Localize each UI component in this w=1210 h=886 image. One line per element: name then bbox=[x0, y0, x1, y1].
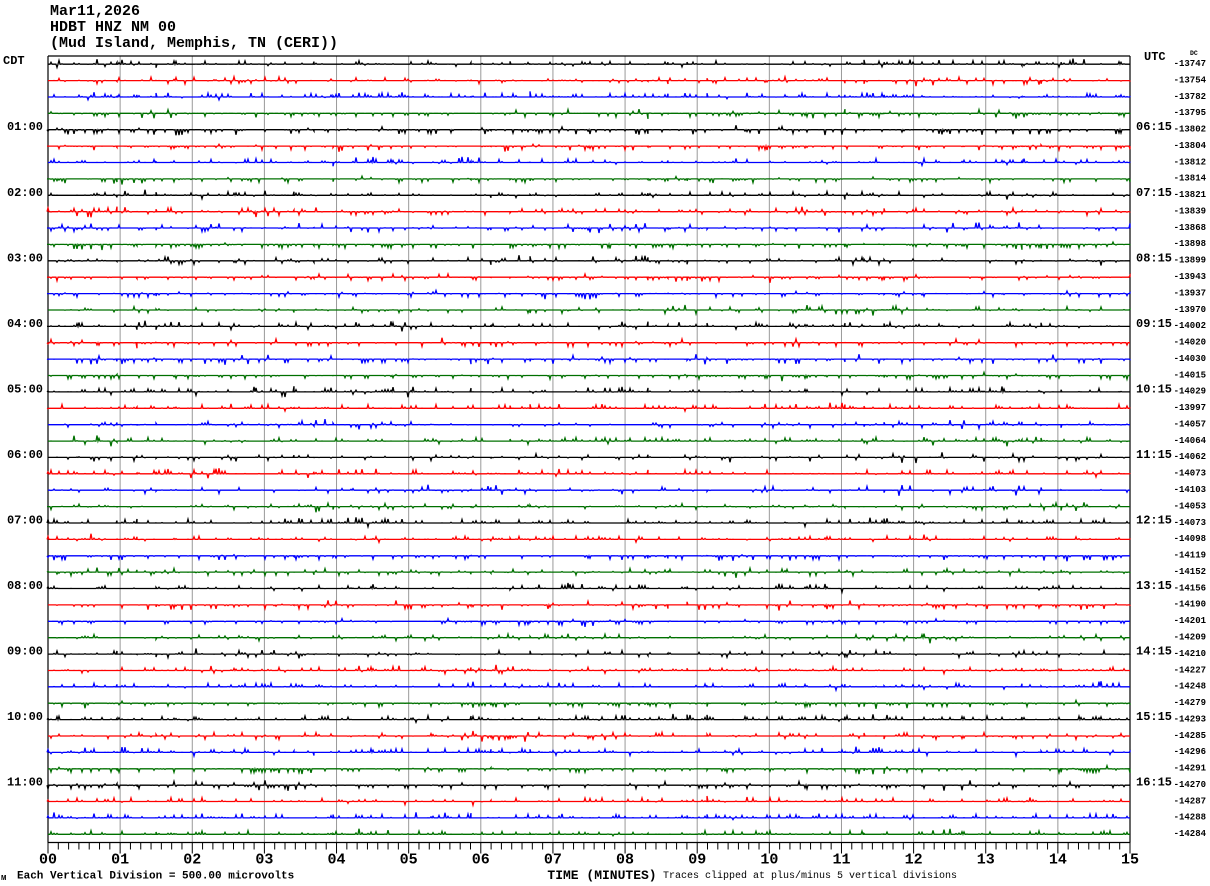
svg-text:UTC: UTC bbox=[1144, 50, 1166, 64]
svg-text:02:00: 02:00 bbox=[7, 186, 43, 200]
svg-text:-14119: -14119 bbox=[1174, 551, 1206, 561]
svg-text:-14285: -14285 bbox=[1174, 731, 1206, 741]
svg-text:-14062: -14062 bbox=[1174, 452, 1206, 462]
svg-text:14:15: 14:15 bbox=[1136, 645, 1172, 659]
svg-text:-14064: -14064 bbox=[1174, 436, 1207, 446]
svg-text:12: 12 bbox=[905, 852, 923, 869]
svg-text:-14156: -14156 bbox=[1174, 583, 1206, 593]
svg-text:-14296: -14296 bbox=[1174, 747, 1206, 757]
svg-text:03: 03 bbox=[255, 852, 273, 869]
svg-text:-13898: -13898 bbox=[1174, 239, 1206, 249]
svg-text:-14057: -14057 bbox=[1174, 419, 1206, 429]
svg-text:-13747: -13747 bbox=[1174, 59, 1206, 69]
svg-text:-14002: -14002 bbox=[1174, 321, 1206, 331]
svg-text:-13937: -13937 bbox=[1174, 288, 1206, 298]
svg-text:11:15: 11:15 bbox=[1136, 448, 1172, 462]
svg-text:06: 06 bbox=[472, 852, 490, 869]
svg-text:10: 10 bbox=[760, 852, 778, 869]
svg-text:Traces clipped at plus/minus 5: Traces clipped at plus/minus 5 vertical … bbox=[663, 870, 957, 882]
svg-text:-13899: -13899 bbox=[1174, 256, 1206, 266]
svg-text:10:15: 10:15 bbox=[1136, 382, 1172, 396]
svg-text:07:00: 07:00 bbox=[7, 513, 43, 527]
svg-text:-14210: -14210 bbox=[1174, 649, 1206, 659]
svg-text:09:00: 09:00 bbox=[7, 645, 43, 659]
svg-text:-14291: -14291 bbox=[1174, 764, 1207, 774]
svg-text:03:00: 03:00 bbox=[7, 251, 43, 265]
svg-text:-14209: -14209 bbox=[1174, 632, 1206, 642]
svg-text:08:00: 08:00 bbox=[7, 579, 43, 593]
svg-text:04:00: 04:00 bbox=[7, 317, 43, 331]
svg-text:-13868: -13868 bbox=[1174, 223, 1206, 233]
svg-text:м: м bbox=[1, 873, 6, 883]
svg-text:-14030: -14030 bbox=[1174, 354, 1206, 364]
svg-text:13: 13 bbox=[977, 852, 995, 869]
svg-text:10:00: 10:00 bbox=[7, 710, 43, 724]
svg-text:-14190: -14190 bbox=[1174, 600, 1206, 610]
svg-text:02: 02 bbox=[183, 852, 201, 869]
svg-text:-14103: -14103 bbox=[1174, 485, 1206, 495]
svg-text:12:15: 12:15 bbox=[1136, 513, 1172, 527]
svg-text:TIME (MINUTES): TIME (MINUTES) bbox=[547, 868, 656, 883]
svg-text:-14073: -14073 bbox=[1174, 518, 1206, 528]
svg-text:06:00: 06:00 bbox=[7, 448, 43, 462]
svg-text:15:15: 15:15 bbox=[1136, 710, 1172, 724]
svg-text:09:15: 09:15 bbox=[1136, 317, 1172, 331]
svg-text:-14284: -14284 bbox=[1174, 829, 1207, 839]
svg-text:-13943: -13943 bbox=[1174, 272, 1206, 282]
svg-text:14: 14 bbox=[1049, 852, 1067, 869]
svg-text:-14248: -14248 bbox=[1174, 682, 1206, 692]
svg-text:-13812: -13812 bbox=[1174, 157, 1206, 167]
svg-text:-14293: -14293 bbox=[1174, 714, 1206, 724]
svg-text:06:15: 06:15 bbox=[1136, 120, 1172, 134]
svg-text:-13754: -13754 bbox=[1174, 75, 1207, 85]
svg-text:-14270: -14270 bbox=[1174, 780, 1206, 790]
svg-text:08:15: 08:15 bbox=[1136, 251, 1172, 265]
svg-text:00: 00 bbox=[39, 852, 57, 869]
svg-text:04: 04 bbox=[328, 852, 346, 869]
svg-text:11: 11 bbox=[832, 852, 850, 869]
svg-text:07: 07 bbox=[544, 852, 562, 869]
svg-text:-13814: -13814 bbox=[1174, 174, 1207, 184]
svg-text:16:15: 16:15 bbox=[1136, 776, 1172, 790]
svg-text:DC: DC bbox=[1190, 50, 1198, 57]
svg-text:-14015: -14015 bbox=[1174, 370, 1206, 380]
svg-text:05: 05 bbox=[400, 852, 418, 869]
svg-text:-14279: -14279 bbox=[1174, 698, 1206, 708]
svg-text:-14020: -14020 bbox=[1174, 338, 1206, 348]
svg-text:CDT: CDT bbox=[3, 54, 25, 68]
svg-text:05:00: 05:00 bbox=[7, 382, 43, 396]
svg-text:-13821: -13821 bbox=[1174, 190, 1207, 200]
svg-text:01: 01 bbox=[111, 852, 129, 869]
svg-text:-14152: -14152 bbox=[1174, 567, 1206, 577]
svg-text:01:00: 01:00 bbox=[7, 120, 43, 134]
svg-text:15: 15 bbox=[1121, 852, 1139, 869]
svg-text:Each Vertical Division = 500.: Each Vertical Division = 500.00 microvol… bbox=[17, 871, 294, 883]
svg-text:-13839: -13839 bbox=[1174, 206, 1206, 216]
svg-text:-14029: -14029 bbox=[1174, 387, 1206, 397]
svg-text:-14288: -14288 bbox=[1174, 813, 1206, 823]
svg-text:-14227: -14227 bbox=[1174, 665, 1206, 675]
svg-text:09: 09 bbox=[688, 852, 706, 869]
svg-text:-13802: -13802 bbox=[1174, 125, 1206, 135]
svg-text:-14053: -14053 bbox=[1174, 501, 1206, 511]
svg-text:11:00: 11:00 bbox=[7, 776, 43, 790]
svg-text:08: 08 bbox=[616, 852, 634, 869]
svg-text:-14098: -14098 bbox=[1174, 534, 1206, 544]
svg-text:-13804: -13804 bbox=[1174, 141, 1207, 151]
svg-text:-13997: -13997 bbox=[1174, 403, 1206, 413]
svg-text:-14287: -14287 bbox=[1174, 796, 1206, 806]
svg-text:13:15: 13:15 bbox=[1136, 579, 1172, 593]
svg-text:-14201: -14201 bbox=[1174, 616, 1207, 626]
svg-text:07:15: 07:15 bbox=[1136, 186, 1172, 200]
svg-text:-13970: -13970 bbox=[1174, 305, 1206, 315]
svg-text:-13795: -13795 bbox=[1174, 108, 1206, 118]
svg-text:-14073: -14073 bbox=[1174, 469, 1206, 479]
svg-text:-13782: -13782 bbox=[1174, 92, 1206, 102]
